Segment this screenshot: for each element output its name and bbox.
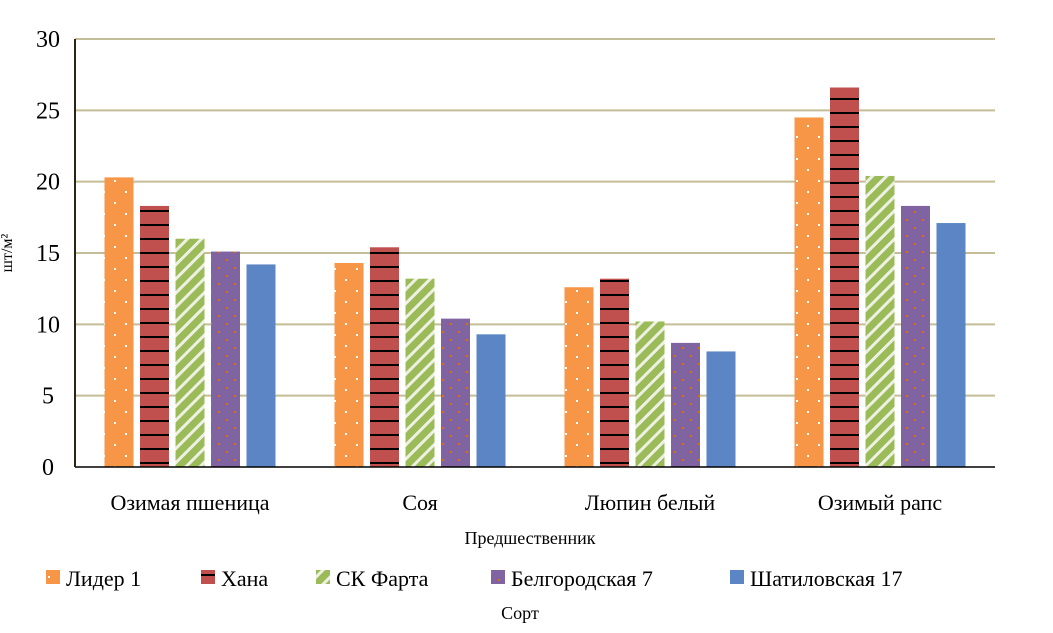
- legend-label: Шатиловская 17: [750, 566, 903, 591]
- legend-title: Сорт: [501, 603, 539, 623]
- bar-Шатиловская 17-Озимый рапс: [936, 223, 966, 467]
- x-tick-label: Люпин белый: [585, 490, 716, 515]
- bar-Шатиловская 17-Соя: [476, 334, 506, 467]
- y-axis-ticks: 0 5 10 15 20 25 30: [36, 27, 60, 481]
- bar-Лидер 1-Озимый рапс: [794, 117, 824, 467]
- bar-Шатиловская 17-Озимая пшеница: [246, 264, 276, 467]
- legend-swatch: [316, 570, 330, 584]
- y-tick-label: 15: [36, 241, 60, 267]
- y-tick-label: 5: [42, 384, 54, 410]
- y-tick-label: 25: [36, 98, 60, 124]
- legend-swatch: [491, 570, 505, 584]
- bar-Белгородская 7-Люпин белый: [671, 342, 700, 467]
- legend-swatch: [730, 570, 744, 584]
- bar-Лидер 1-Люпин белый: [564, 287, 594, 467]
- bar-Хана-Люпин белый: [600, 278, 629, 467]
- bar-Лидер 1-Соя: [334, 262, 364, 467]
- x-axis-label: Предшественник: [464, 528, 595, 548]
- legend-label: СК Фарта: [336, 566, 429, 591]
- bar-Шатиловская 17-Люпин белый: [706, 351, 736, 467]
- legend: Лидер 1 Хана СК Фарта Белгородская 7 Шатилов…: [46, 566, 903, 591]
- bar-Белгородская 7-Соя: [441, 318, 470, 467]
- legend-swatch: [201, 570, 215, 584]
- x-tick-label: Озимая пшеница: [110, 490, 269, 515]
- x-tick-label: Соя: [402, 490, 437, 515]
- x-tick-label: Озимый рапс: [818, 490, 943, 515]
- bar-Хана-Озимая пшеница: [140, 205, 169, 468]
- y-tick-label: 30: [36, 27, 60, 53]
- legend-label: Лидер 1: [66, 566, 141, 591]
- bar-СК Фарта-Люпин белый: [635, 321, 665, 467]
- bar-Белгородская 7-Озимая пшеница: [211, 251, 240, 467]
- bar-СК Фарта-Озимая пшеница: [175, 238, 205, 467]
- bar-Лидер 1-Озимая пшеница: [104, 177, 134, 468]
- legend-swatch: [46, 570, 60, 584]
- legend-label: Белгородская 7: [511, 566, 653, 591]
- bar-СК Фарта-Соя: [405, 278, 435, 467]
- bar-Хана-Соя: [370, 247, 399, 467]
- bar-СК Фарта-Озимый рапс: [865, 175, 895, 467]
- legend-label: Хана: [221, 566, 268, 591]
- y-tick-label: 0: [42, 455, 54, 481]
- y-axis-label: шт/м²: [0, 233, 16, 272]
- x-axis-ticks: Озимая пшеница Соя Люпин белый Озимый рапс: [110, 490, 942, 515]
- y-tick-label: 10: [36, 312, 60, 338]
- bars: [104, 87, 966, 468]
- y-tick-label: 20: [36, 170, 60, 196]
- bar-Хана-Озимый рапс: [830, 87, 859, 468]
- bar-Белгородская 7-Озимый рапс: [901, 205, 930, 468]
